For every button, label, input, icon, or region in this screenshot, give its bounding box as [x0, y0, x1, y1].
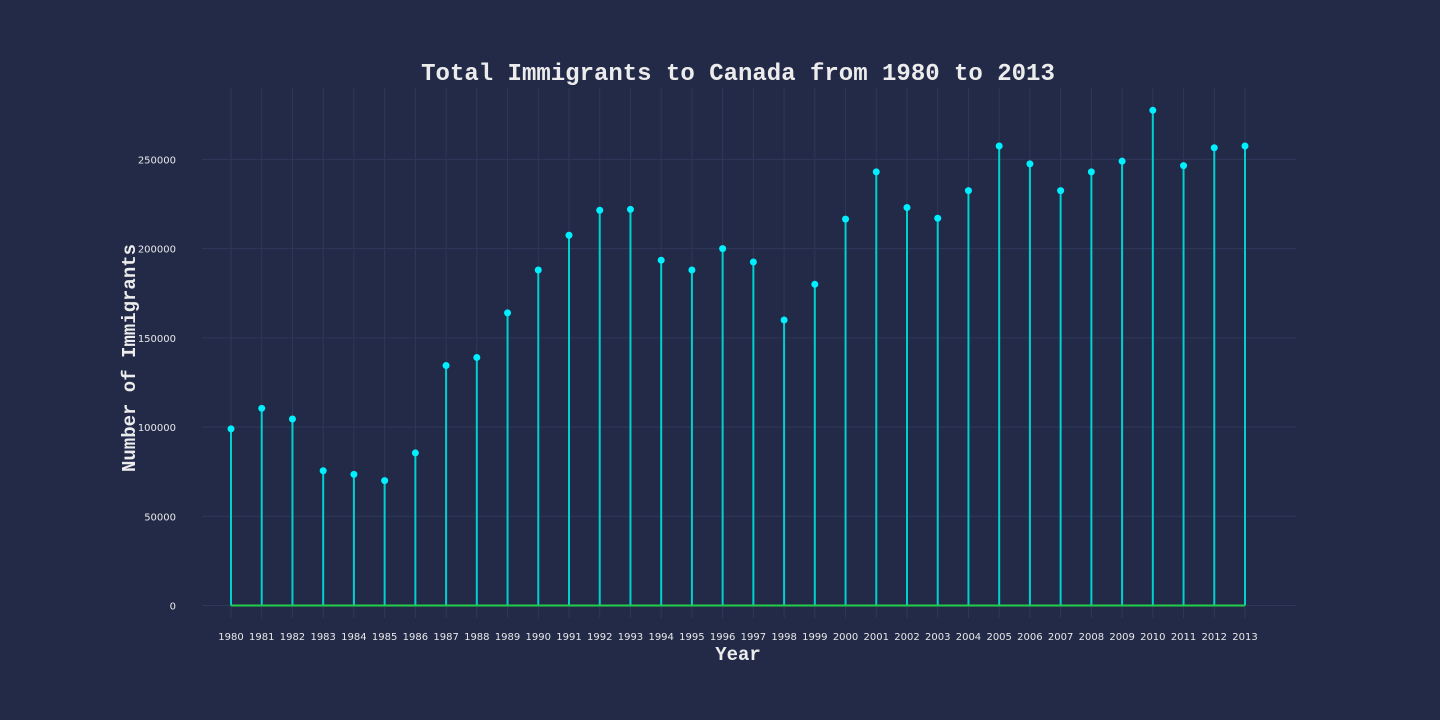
stem-marker [626, 205, 634, 213]
stem-marker [1057, 187, 1065, 195]
stem-marker [473, 353, 481, 361]
stem-marker [1210, 144, 1218, 152]
y-tick-labels: 0 50000 100000 150000 200000 250000 [138, 155, 176, 612]
x-tick-label: 2007 [1048, 632, 1073, 643]
x-tick-label: 2008 [1079, 632, 1104, 643]
stem-marker [811, 280, 819, 288]
grid-lines [202, 88, 1296, 618]
y-tick-label: 0 [170, 602, 176, 613]
y-tick-label: 200000 [138, 245, 176, 256]
x-tick-label: 1993 [618, 632, 643, 643]
x-tick-label: 1996 [710, 632, 735, 643]
x-tick-labels: 1980 1981 1982 1983 1984 1985 1986 1987 1988 1989… [218, 632, 1257, 643]
x-tick-label: 1999 [802, 632, 827, 643]
x-tick-label: 2005 [986, 632, 1011, 643]
x-tick-label: 1994 [648, 632, 673, 643]
stem-marker [749, 258, 757, 266]
stem-marker [842, 215, 850, 223]
stem-marker [995, 142, 1003, 150]
stem-marker [534, 266, 542, 274]
stem-marker [442, 361, 450, 369]
stems [230, 110, 1246, 607]
stem-marker [411, 449, 419, 457]
x-tick-label: 1989 [495, 632, 520, 643]
stem-marker [596, 206, 604, 214]
stem-marker [1118, 157, 1126, 165]
x-tick-label: 1984 [341, 632, 366, 643]
stem-marker [504, 309, 512, 317]
stem-marker [1180, 162, 1188, 170]
x-tick-label: 1980 [218, 632, 243, 643]
x-tick-label: 1991 [556, 632, 581, 643]
stem-marker [934, 214, 942, 222]
stem-marker [319, 467, 327, 475]
y-tick-label: 50000 [144, 512, 176, 523]
x-tick-label: 2000 [833, 632, 858, 643]
x-tick-label: 1990 [526, 632, 551, 643]
x-tick-label: 1998 [771, 632, 796, 643]
stem-marker [381, 477, 389, 485]
x-tick-label: 2001 [864, 632, 889, 643]
chart-title: Total Immigrants to Canada from 1980 to … [421, 61, 1055, 88]
x-tick-label: 2010 [1140, 632, 1165, 643]
stem-marker [903, 204, 911, 212]
stem-marker [288, 415, 296, 423]
x-tick-label: 1985 [372, 632, 397, 643]
stem-marker [872, 168, 880, 176]
stem-marker [780, 316, 788, 324]
x-tick-label: 2013 [1232, 632, 1257, 643]
x-tick-label: 1981 [249, 632, 274, 643]
y-tick-label: 250000 [138, 155, 176, 166]
stem-marker [1241, 142, 1249, 150]
x-axis-label: Year [715, 644, 761, 666]
x-tick-label: 1997 [741, 632, 766, 643]
x-tick-label: 1983 [310, 632, 335, 643]
stem-marker [227, 425, 235, 433]
x-tick-label: 1988 [464, 632, 489, 643]
stem-marker [657, 256, 665, 264]
stem-marker [565, 231, 573, 239]
markers [227, 106, 1249, 485]
x-tick-label: 2012 [1202, 632, 1227, 643]
stem-marker [350, 470, 358, 478]
stem-marker [688, 266, 696, 274]
x-tick-label: 1992 [587, 632, 612, 643]
x-tick-label: 1995 [679, 632, 704, 643]
x-tick-label: 2009 [1109, 632, 1134, 643]
stem-marker [719, 245, 727, 253]
stem-marker [258, 404, 266, 412]
x-tick-label: 2003 [925, 632, 950, 643]
x-tick-label: 2011 [1171, 632, 1196, 643]
x-tick-label: 1982 [280, 632, 305, 643]
stem-marker [1087, 168, 1095, 176]
y-tick-label: 150000 [138, 334, 176, 345]
x-tick-label: 2004 [956, 632, 981, 643]
y-axis-label: Number of Immigrants [119, 244, 141, 472]
x-tick-label: 1987 [433, 632, 458, 643]
x-tick-label: 2002 [894, 632, 919, 643]
stem-marker [1149, 106, 1157, 114]
x-tick-label: 2006 [1017, 632, 1042, 643]
stem-marker [1026, 160, 1034, 168]
y-tick-label: 100000 [138, 423, 176, 434]
stem-marker [964, 187, 972, 195]
x-tick-label: 1986 [403, 632, 428, 643]
